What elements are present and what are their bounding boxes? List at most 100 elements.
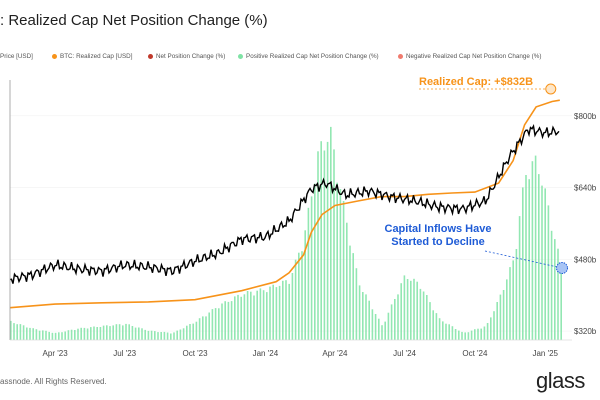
x-tick-label-1: Jul '23: [113, 349, 136, 358]
positive-change-bar: [368, 300, 370, 340]
legend-label-net-position: Net Position Change (%): [156, 53, 226, 60]
positive-change-bar: [218, 308, 220, 340]
positive-change-bar: [269, 286, 271, 340]
legend-item-positive[interactable]: Positive Realized Cap Net Position Chang…: [238, 53, 379, 60]
positive-change-bar: [538, 174, 540, 340]
positive-change-bar: [557, 248, 559, 340]
positive-change-bar: [400, 283, 402, 340]
positive-change-bar: [22, 325, 25, 340]
positive-change-bar: [118, 324, 121, 340]
positive-change-bar: [182, 328, 185, 340]
positive-change-bar: [422, 291, 425, 340]
positive-change-bar: [352, 253, 354, 340]
legend-label-positive: Positive Realized Cap Net Position Chang…: [246, 53, 379, 60]
realized-cap-end-marker: [545, 83, 557, 95]
legend-label-realized-cap: BTC: Realized Cap [USD]: [60, 53, 133, 60]
positive-change-bar: [480, 328, 482, 340]
positive-change-bar: [32, 328, 34, 340]
positive-change-bar: [384, 321, 386, 340]
positive-change-bar: [307, 207, 310, 340]
positive-change-bar: [179, 329, 182, 340]
positive-change-bar: [320, 141, 322, 340]
positive-change-bar: [301, 251, 303, 340]
legend-dot-negative: [398, 54, 403, 59]
positive-change-bar: [282, 280, 284, 340]
positive-change-bar: [550, 230, 553, 340]
positive-change-bar: [531, 161, 534, 340]
positive-change-bar: [461, 331, 463, 340]
positive-change-bar: [13, 323, 15, 340]
positive-change-bar: [163, 331, 166, 340]
positive-change-bar: [51, 332, 54, 340]
positive-change-bar: [214, 308, 217, 340]
positive-change-bar: [160, 332, 162, 340]
positive-change-bar: [128, 324, 130, 340]
positive-change-bar: [150, 330, 153, 340]
positive-change-bar: [186, 325, 188, 340]
positive-change-bar: [333, 149, 335, 340]
positive-change-bar: [176, 330, 178, 340]
positive-change-bar: [115, 324, 118, 340]
x-tick-label-2: Oct '23: [182, 349, 208, 358]
positive-change-bar: [227, 301, 230, 340]
positive-change-bar: [410, 280, 412, 340]
positive-change-bar: [86, 328, 89, 340]
positive-change-bar: [426, 295, 428, 340]
positive-change-bar: [448, 324, 450, 340]
positive-change-bar: [138, 327, 140, 340]
positive-change-bar: [58, 332, 60, 340]
annotation-capital-inflows-leader: [484, 250, 563, 269]
positive-change-bar: [525, 175, 527, 340]
annotation-capital-inflows-line2: Started to Decline: [391, 236, 485, 248]
positive-change-bar: [554, 239, 556, 340]
positive-change-bar: [467, 332, 470, 340]
positive-change-bar: [173, 332, 175, 340]
positive-change-bar: [493, 311, 495, 340]
positive-change-bar: [506, 279, 508, 340]
annotation-capital-inflows-line1: Capital Inflows Have: [385, 223, 492, 235]
positive-change-bar: [499, 294, 502, 340]
positive-change-bar: [266, 292, 268, 340]
positive-change-bar: [131, 326, 134, 340]
legend-item-price[interactable]: Price [USD]: [0, 53, 33, 60]
positive-change-bar: [432, 310, 434, 340]
legend-item-net-position[interactable]: Net Position Change (%): [148, 53, 225, 60]
positive-change-bar: [147, 330, 150, 340]
positive-change-bar: [464, 332, 466, 340]
positive-change-bar: [288, 283, 290, 340]
capital-inflows-marker: [556, 262, 568, 274]
positive-change-bar: [314, 183, 316, 340]
positive-change-bar: [323, 150, 326, 340]
positive-change-bar: [285, 280, 287, 340]
y-right-tick-label-1: $640b: [574, 184, 597, 193]
positive-change-bar: [45, 330, 47, 340]
positive-change-bar: [326, 141, 329, 340]
positive-change-bars: [10, 126, 562, 341]
legend-item-realized-cap[interactable]: BTC: Realized Cap [USD]: [52, 53, 132, 60]
positive-change-bar: [29, 327, 31, 340]
positive-change-bar: [442, 321, 444, 340]
positive-change-bar: [253, 295, 255, 340]
positive-change-bar: [528, 179, 530, 340]
positive-change-bar: [250, 291, 252, 340]
positive-change-bar: [518, 216, 521, 340]
positive-change-bar: [170, 333, 172, 340]
positive-change-bar: [339, 189, 342, 340]
x-tick-label-5: Jul '24: [393, 349, 416, 358]
positive-change-bar: [157, 332, 159, 340]
positive-change-bar: [77, 328, 79, 340]
positive-change-bar: [237, 294, 239, 340]
positive-change-bar: [416, 281, 418, 340]
positive-change-bar: [74, 330, 76, 340]
positive-change-bar: [189, 324, 191, 340]
legend-item-negative[interactable]: Negative Realized Cap Net Position Chang…: [398, 53, 541, 60]
positive-change-bar: [362, 292, 364, 340]
positive-change-bar: [61, 332, 63, 340]
positive-change-bar: [534, 155, 537, 340]
positive-change-bar: [48, 331, 50, 340]
positive-change-bar: [275, 287, 278, 340]
positive-change-bar: [54, 332, 57, 340]
positive-change-bar: [256, 290, 258, 340]
legend-dot-positive: [238, 54, 243, 59]
positive-change-bar: [483, 326, 486, 340]
